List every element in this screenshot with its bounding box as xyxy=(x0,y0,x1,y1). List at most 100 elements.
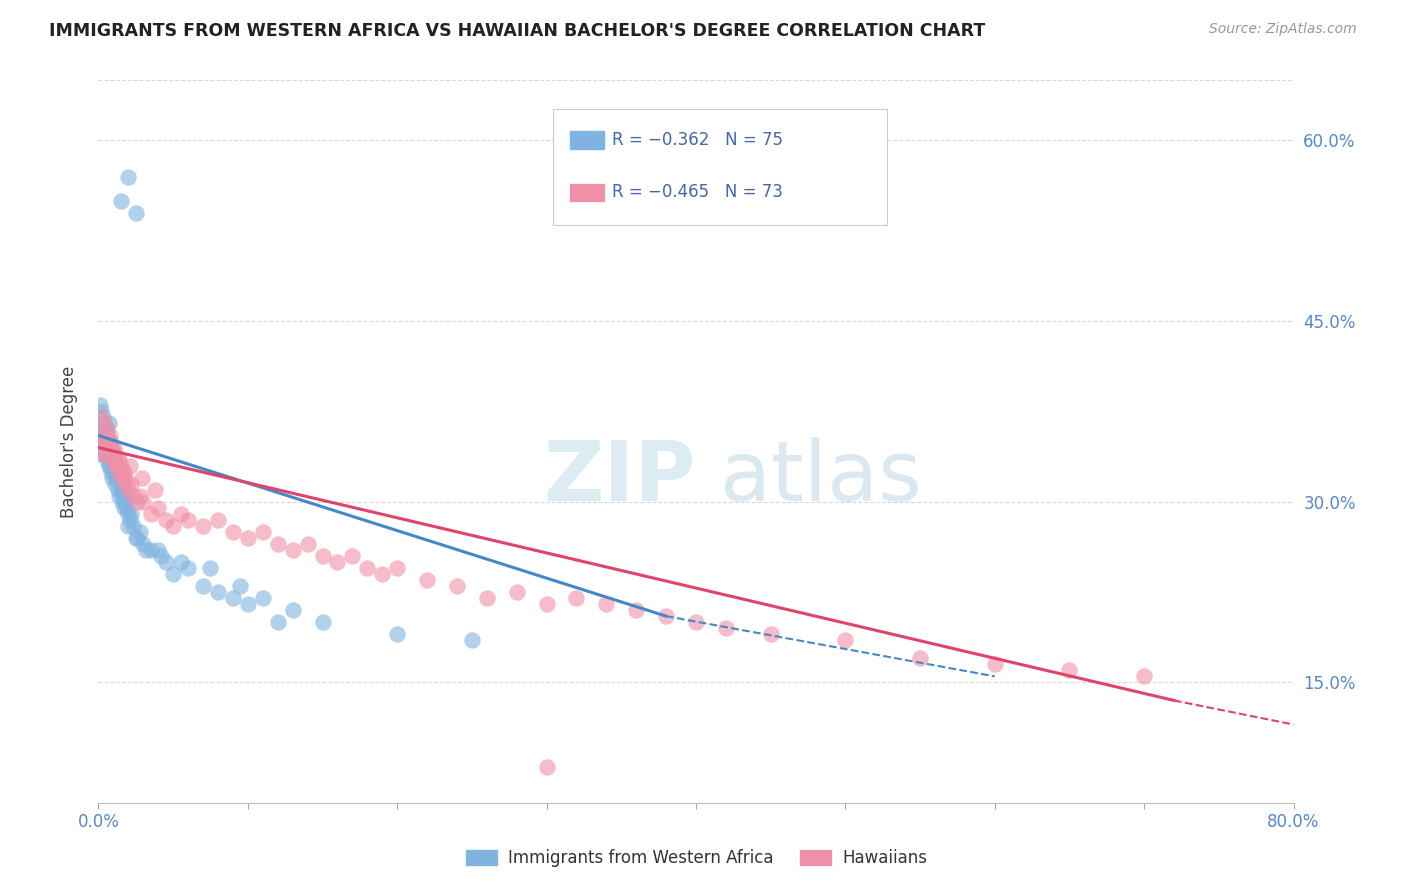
Point xyxy=(94,446,117,460)
Point xyxy=(105,458,128,473)
Point xyxy=(107,452,129,467)
Point xyxy=(91,446,114,460)
Point xyxy=(94,446,117,460)
Point xyxy=(461,633,484,648)
Point xyxy=(139,542,162,557)
Point xyxy=(536,597,558,611)
Point xyxy=(98,434,122,449)
Point xyxy=(191,519,214,533)
Point xyxy=(97,417,120,431)
Point xyxy=(127,494,149,508)
Point xyxy=(252,524,274,539)
Point xyxy=(114,494,136,508)
Point xyxy=(89,441,111,455)
Point xyxy=(91,441,114,455)
Point xyxy=(834,633,856,648)
Point xyxy=(131,471,153,485)
Point xyxy=(96,434,118,449)
Point xyxy=(96,423,118,437)
Point xyxy=(120,476,142,491)
Point xyxy=(267,615,290,630)
Point xyxy=(101,471,124,485)
Point xyxy=(98,458,122,473)
Point xyxy=(103,446,125,460)
Point xyxy=(311,549,333,563)
Point xyxy=(124,489,146,503)
Point xyxy=(236,531,259,545)
Point xyxy=(108,471,131,485)
Point xyxy=(91,410,114,425)
Point xyxy=(229,579,252,593)
Point xyxy=(117,519,139,533)
Point xyxy=(114,494,136,508)
Point xyxy=(94,423,117,437)
Point xyxy=(169,555,191,569)
Point xyxy=(93,417,115,431)
Point xyxy=(371,567,394,582)
Point xyxy=(177,513,200,527)
Point xyxy=(155,513,177,527)
Point xyxy=(98,441,121,455)
Point xyxy=(93,434,115,449)
Point xyxy=(595,597,617,611)
Point xyxy=(162,567,184,582)
Point xyxy=(1133,669,1156,683)
Point xyxy=(281,603,304,617)
Point xyxy=(177,561,200,575)
Point xyxy=(107,452,129,467)
Point xyxy=(117,507,139,521)
Point xyxy=(207,585,229,599)
Point xyxy=(96,452,118,467)
Point xyxy=(93,428,115,442)
Point xyxy=(169,507,191,521)
Point xyxy=(311,615,333,630)
Point xyxy=(96,428,118,442)
Point xyxy=(162,519,184,533)
Point xyxy=(110,483,132,497)
Point xyxy=(90,410,112,425)
Point xyxy=(91,428,114,442)
Point xyxy=(121,519,143,533)
Point xyxy=(685,615,707,630)
Point xyxy=(112,465,135,479)
Point xyxy=(297,537,319,551)
Point xyxy=(103,452,125,467)
Point xyxy=(759,627,782,641)
Point xyxy=(112,489,135,503)
Point xyxy=(105,458,128,473)
Point xyxy=(115,500,138,515)
Point xyxy=(111,471,134,485)
Y-axis label: Bachelor's Degree: Bachelor's Degree xyxy=(59,366,77,517)
Point xyxy=(148,542,170,557)
Point xyxy=(143,483,166,497)
Text: Source: ZipAtlas.com: Source: ZipAtlas.com xyxy=(1209,22,1357,37)
Point xyxy=(1059,664,1081,678)
Point xyxy=(446,579,468,593)
Point xyxy=(281,542,304,557)
Point xyxy=(207,513,229,527)
Point xyxy=(565,591,588,606)
Point xyxy=(132,494,155,508)
Point xyxy=(115,476,138,491)
Point xyxy=(135,542,157,557)
Point xyxy=(191,579,214,593)
Point xyxy=(97,458,120,473)
Point xyxy=(252,591,274,606)
Point xyxy=(655,609,678,624)
Point xyxy=(120,507,142,521)
Point xyxy=(475,591,498,606)
Point xyxy=(90,446,112,460)
Point xyxy=(110,194,132,208)
Point xyxy=(125,531,148,545)
Point xyxy=(94,434,117,449)
Point xyxy=(536,760,558,774)
Point xyxy=(129,524,152,539)
Point xyxy=(98,428,121,442)
Point xyxy=(385,561,409,575)
Point xyxy=(326,555,349,569)
Point xyxy=(222,524,245,539)
Point xyxy=(110,458,132,473)
Point xyxy=(117,169,139,184)
Point xyxy=(107,483,129,497)
Point xyxy=(714,621,737,635)
